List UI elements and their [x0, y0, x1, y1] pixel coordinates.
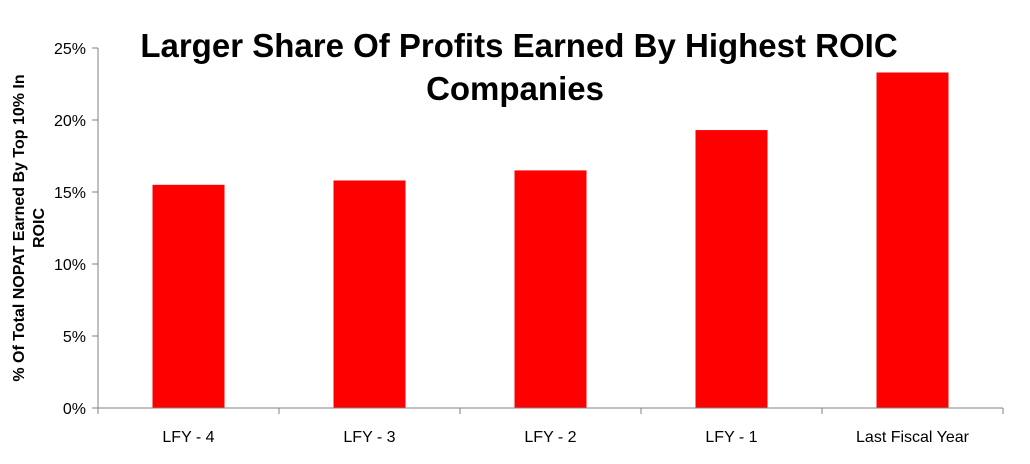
- bar-3: [695, 130, 768, 408]
- x-tick-label: LFY - 4: [162, 429, 214, 446]
- bar-4: [876, 72, 949, 408]
- x-tick-label: LFY - 2: [524, 429, 576, 446]
- bar-1: [333, 180, 406, 408]
- y-tick-label: 25%: [54, 41, 86, 58]
- chart-title-line-1: Larger Share Of Profits Earned By Highes…: [140, 27, 897, 64]
- y-tick-label: 20%: [54, 113, 86, 130]
- y-tick-label: 0%: [63, 401, 86, 418]
- x-tick-label: Last Fiscal Year: [856, 429, 970, 446]
- y-tick-label: 10%: [54, 257, 86, 274]
- y-axis-label-line-1: % Of Total NOPAT Earned By Top 10% In: [11, 74, 28, 381]
- x-tick-label: LFY - 1: [705, 429, 757, 446]
- bars-layer: [152, 72, 949, 408]
- ticks-layer: [92, 47, 1004, 414]
- bar-0: [152, 184, 225, 408]
- y-tick-label: 5%: [63, 329, 86, 346]
- y-tick-label: 15%: [54, 185, 86, 202]
- bar-2: [514, 170, 587, 408]
- x-tick-label: LFY - 3: [343, 429, 395, 446]
- chart-title-line-2: Companies: [426, 70, 604, 107]
- labels-layer: 0% 5% 10% 15% 20% 25% LFY - 4 LFY - 3 LFY - 2 LFY…: [54, 41, 970, 446]
- axes-layer: [97, 48, 1003, 409]
- y-axis-label-line-2: ROIC: [31, 208, 48, 248]
